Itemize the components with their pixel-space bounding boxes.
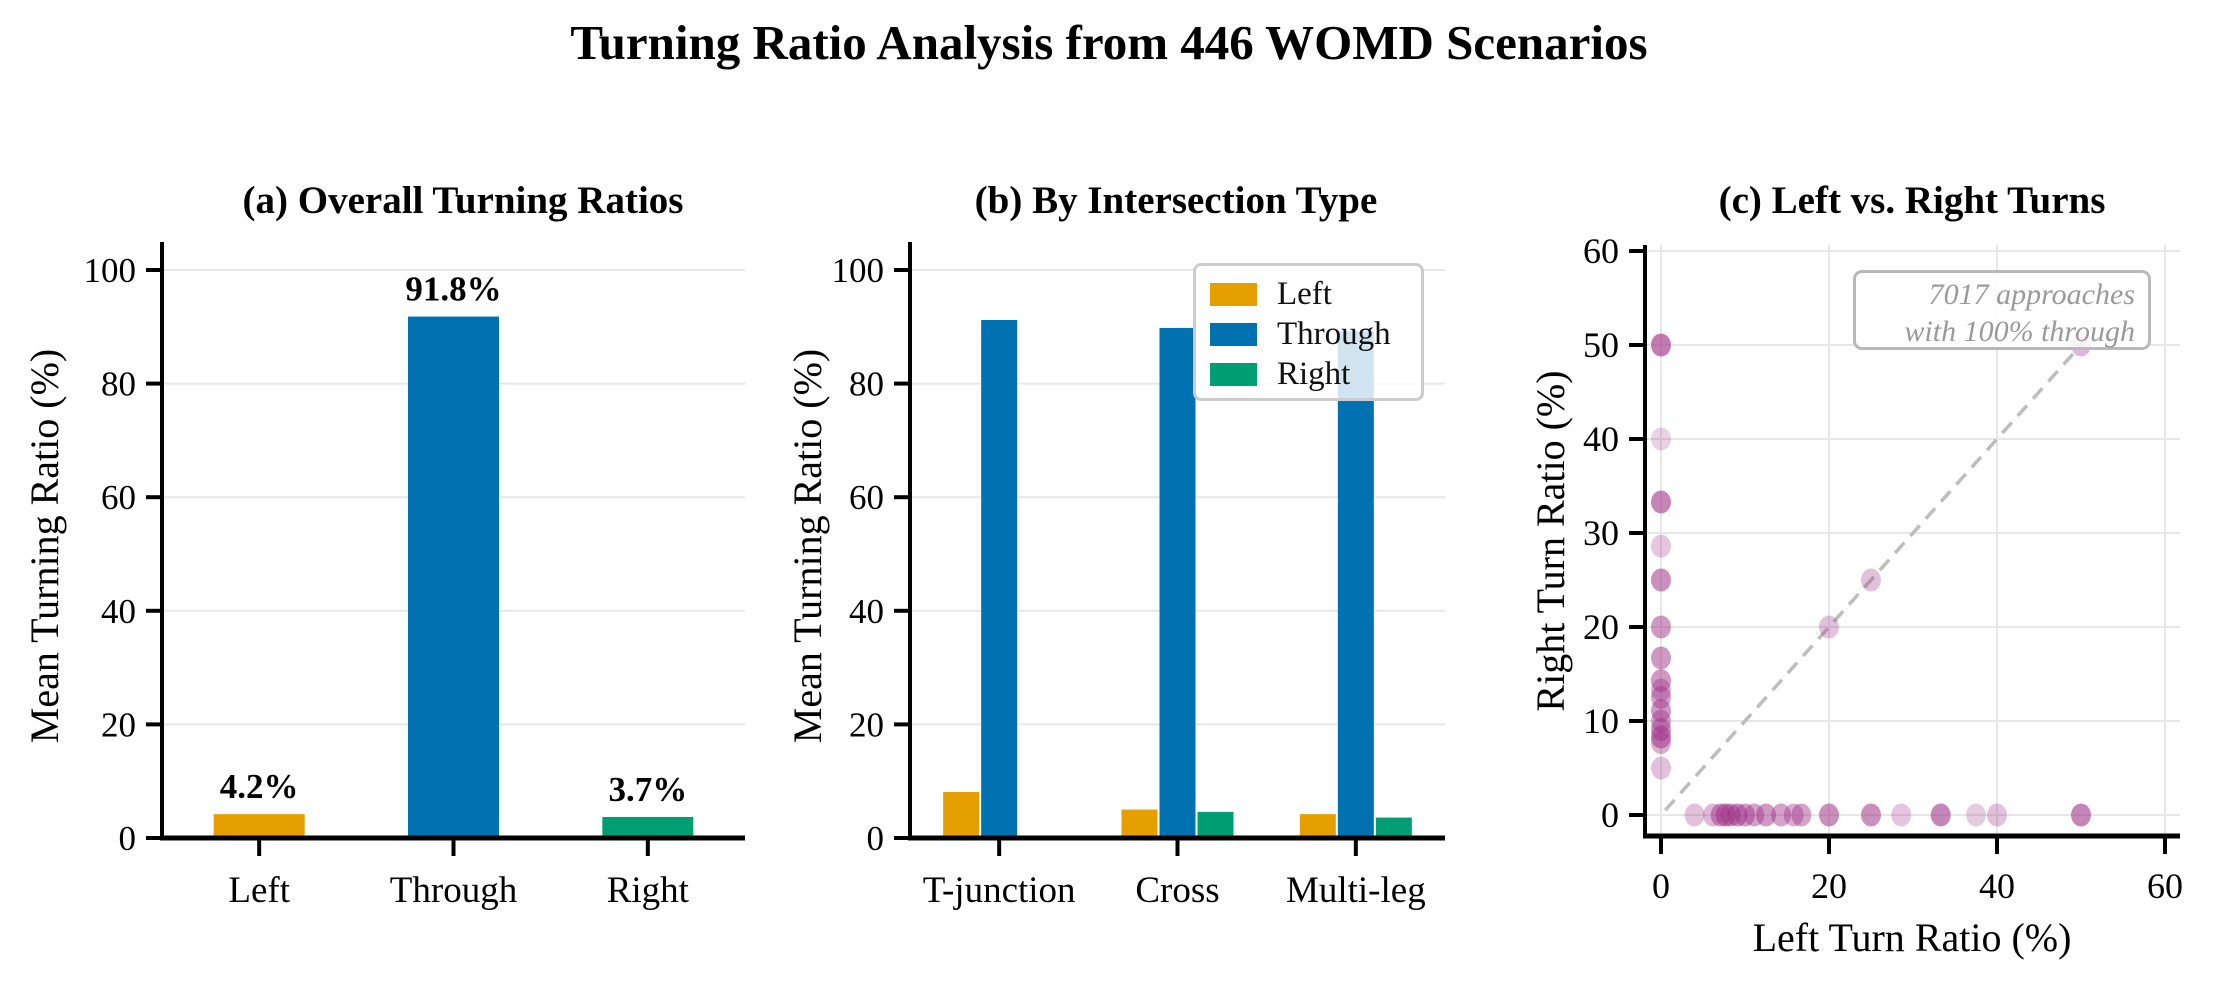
bar-value-label: 3.7% — [608, 770, 687, 809]
scatter-point — [1651, 646, 1671, 670]
y-tick-label: 10 — [1583, 701, 1619, 741]
x-tick-label: Multi-leg — [1286, 870, 1426, 911]
legend-label: Through — [1277, 315, 1391, 352]
scatter-point — [1651, 678, 1671, 702]
scatter-point — [1651, 427, 1671, 451]
y-tick-label: 40 — [1583, 419, 1619, 459]
y-tick-label: 0 — [1601, 795, 1619, 835]
bar-value-label: 4.2% — [220, 767, 299, 806]
y-tick-label: 0 — [867, 819, 885, 858]
scatter-point — [1861, 568, 1881, 592]
y-tick-label: 20 — [1583, 607, 1619, 647]
scatter-point — [1966, 803, 1986, 827]
subplot-c-title: (c) Left vs. Right Turns — [1718, 179, 2106, 222]
scatter-point — [1651, 725, 1671, 749]
y-tick-label: 100 — [84, 251, 137, 290]
scatter-point — [1684, 803, 1705, 827]
y-tick-label: 30 — [1583, 513, 1619, 553]
y-tick-label: 60 — [1583, 231, 1619, 271]
legend-label: Left — [1277, 275, 1332, 312]
left-color-swatch-icon — [1210, 282, 1257, 306]
scatter-point — [1651, 731, 1671, 755]
x-tick-label: 40 — [1979, 866, 2015, 906]
y-tick-label: 50 — [1583, 325, 1619, 365]
scatter-point — [1819, 615, 1839, 639]
right-color-swatch-icon — [1210, 362, 1257, 386]
x-tick-label: 20 — [1811, 866, 1847, 906]
scatter-point — [1651, 615, 1671, 639]
scatter-point — [2071, 803, 2091, 827]
legend-item-left: Left — [1210, 274, 1421, 314]
y-tick-label: 20 — [849, 705, 884, 744]
y-tick-label: 100 — [832, 251, 885, 290]
subplot-b-title: (b) By Intersection Type — [974, 179, 1378, 222]
y-tick-label: 60 — [849, 478, 884, 517]
overall-turning-ratios-bar-chart: 4.2% Left 91.8% Through 3.7% Right 0 20 40 60 80 10… — [84, 242, 745, 911]
scatter-point — [1651, 490, 1671, 514]
y-tick-label: 40 — [849, 592, 884, 631]
left-vs-right-scatter-chart: 0 20 40 60 0 10 20 30 40 50 60 — [1583, 231, 2183, 906]
scatter-point — [1651, 699, 1671, 723]
subplot-a-title: (a) Overall Turning Ratios — [242, 179, 684, 222]
figure-title: Turning Ratio Analysis from 446 WOMD Sce… — [570, 15, 1648, 70]
legend: Left Through Right — [1193, 263, 1424, 401]
legend-item-through: Through — [1210, 314, 1421, 354]
through-color-swatch-icon — [1210, 322, 1257, 346]
y-tick-label: 0 — [119, 819, 137, 858]
scatter-point — [1651, 333, 1671, 357]
annotation-line-1: 7017 approaches — [1928, 278, 2135, 311]
x-tick-label: 60 — [2147, 866, 2183, 906]
scatter-point — [1771, 803, 1792, 827]
x-tick-label: 0 — [1652, 866, 1670, 906]
y-tick-label: 80 — [849, 365, 884, 404]
scatter-point — [1791, 803, 1812, 827]
x-tick-label: Cross — [1135, 870, 1219, 911]
scatter-point — [1783, 803, 1804, 827]
subplot-c-xlabel: Left Turn Ratio (%) — [1752, 915, 2072, 960]
y-tick-label: 80 — [101, 365, 136, 404]
scatter-point — [1819, 803, 1839, 827]
legend-item-right: Right — [1210, 354, 1421, 394]
x-tick-label: Through — [390, 870, 518, 911]
annotation-box: 7017 approaches with 100% through — [1853, 270, 2151, 350]
scatter-point — [1891, 803, 1912, 827]
x-tick-label: T-junction — [923, 870, 1076, 911]
scatter-point — [1987, 803, 2007, 827]
x-tick-label: Right — [607, 870, 690, 911]
scatter-point — [1861, 803, 1881, 827]
y-tick-label: 40 — [101, 592, 136, 631]
scatter-point — [1651, 756, 1671, 780]
y-tick-label: 60 — [101, 478, 136, 517]
y-tick-label: 20 — [101, 705, 136, 744]
scatter-point — [1651, 534, 1671, 558]
bar-value-label: 91.8% — [405, 270, 501, 309]
scatter-point — [1735, 803, 1755, 827]
scatter-point — [1756, 803, 1776, 827]
legend-label: Right — [1277, 355, 1351, 392]
scatter-point — [1651, 669, 1671, 693]
scatter-point — [1930, 803, 1951, 827]
scatter-point — [1651, 568, 1671, 592]
x-tick-label: Left — [228, 870, 290, 911]
annotation-line-2: with 100% through — [1904, 315, 2135, 348]
